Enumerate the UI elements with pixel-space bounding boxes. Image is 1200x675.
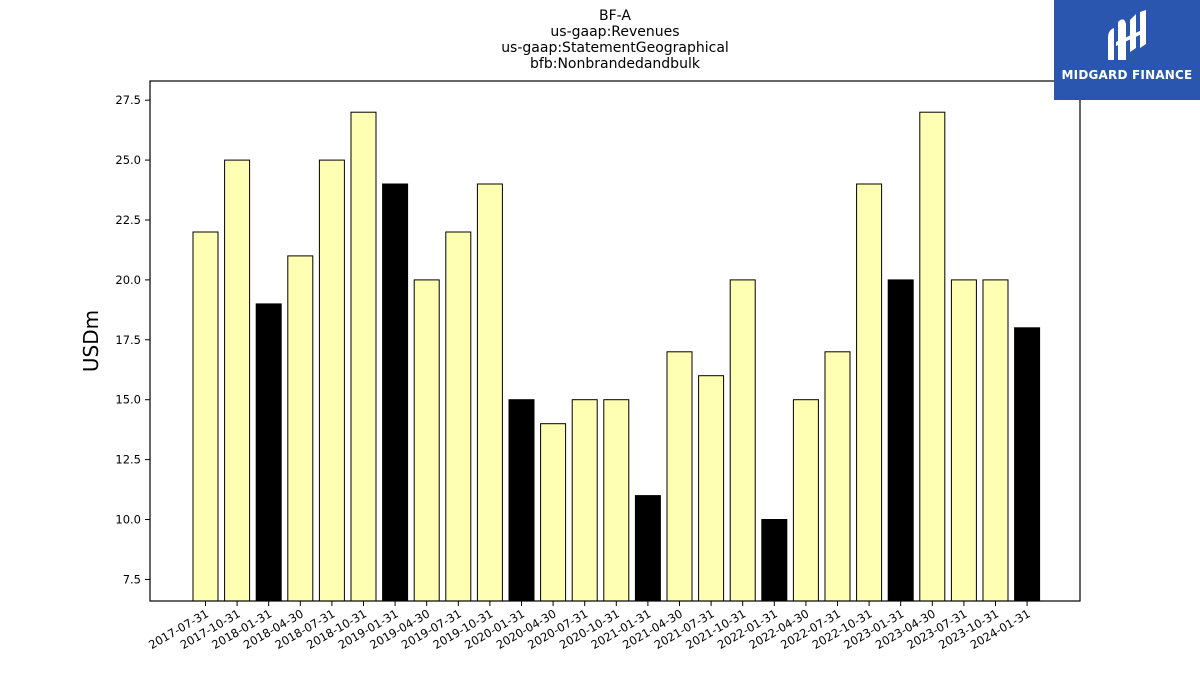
bar-2018-04-30 xyxy=(287,255,314,602)
chart-title-line-2: us-gaap:Revenues xyxy=(550,24,680,40)
y-tick-label: 20.0 xyxy=(115,273,141,287)
bar-2022-07-31 xyxy=(824,351,851,602)
y-tick-label: 12.5 xyxy=(115,453,141,467)
y-tick-label: 27.5 xyxy=(115,93,141,107)
y-tick-label: 10.0 xyxy=(115,513,141,527)
axes-frame xyxy=(149,80,1081,602)
logo-text: MIDGARD FINANCE xyxy=(1061,68,1193,82)
bar-2017-10-31 xyxy=(224,159,251,602)
midgard-finance-logo: MIDGARD FINANCE xyxy=(1054,0,1200,100)
y-tick-label: 7.5 xyxy=(123,572,141,586)
bar-2020-07-31 xyxy=(571,399,598,602)
bar-2022-10-31 xyxy=(856,183,883,602)
y-axis-ticks: 7.5 10.0 12.5 15.0 17.5 20.0 22.5 25.0 27.5 xyxy=(115,93,150,586)
bar-2023-01-31 xyxy=(887,279,914,602)
bar-2019-10-31 xyxy=(476,183,503,602)
bar-2018-01-31 xyxy=(255,303,282,602)
bar-2018-07-31 xyxy=(318,159,345,602)
bars-group xyxy=(192,111,1041,602)
bar-2019-01-31 xyxy=(382,183,409,602)
bar-2021-04-30 xyxy=(666,351,693,602)
x-axis-ticks: 2017-07-312017-10-312018-01-312018-04-30… xyxy=(146,601,1033,652)
chart-title-line-1: BF-A xyxy=(599,8,631,24)
y-tick-label: 25.0 xyxy=(115,153,141,167)
bar-2021-07-31 xyxy=(698,375,725,602)
bar-2023-04-30 xyxy=(919,111,946,602)
bar-2017-07-31 xyxy=(192,231,219,602)
bar-2020-10-31 xyxy=(603,399,630,602)
bar-2019-07-31 xyxy=(445,231,472,602)
bar-2023-10-31 xyxy=(982,279,1009,602)
bar-2021-01-31 xyxy=(634,495,661,602)
chart-title-line-3: us-gaap:StatementGeographical xyxy=(501,40,729,56)
bar-2018-10-31 xyxy=(350,111,377,602)
bar-2022-01-31 xyxy=(761,519,788,602)
bar-2024-01-31 xyxy=(1014,327,1041,602)
y-tick-label: 22.5 xyxy=(115,213,141,227)
bar-2021-10-31 xyxy=(729,279,756,602)
bar-2022-04-30 xyxy=(792,399,819,602)
y-tick-label: 15.0 xyxy=(115,393,141,407)
bar-2019-04-30 xyxy=(413,279,440,602)
y-axis-label: USDm xyxy=(79,310,103,372)
chart-title-line-4: bfb:Nonbrandedandbulk xyxy=(530,56,700,72)
bar-2020-04-30 xyxy=(540,423,567,602)
bar-2020-01-31 xyxy=(508,399,535,602)
y-tick-label: 17.5 xyxy=(115,333,141,347)
logo-mark-icon xyxy=(1108,10,1146,60)
bar-2023-07-31 xyxy=(950,279,977,602)
